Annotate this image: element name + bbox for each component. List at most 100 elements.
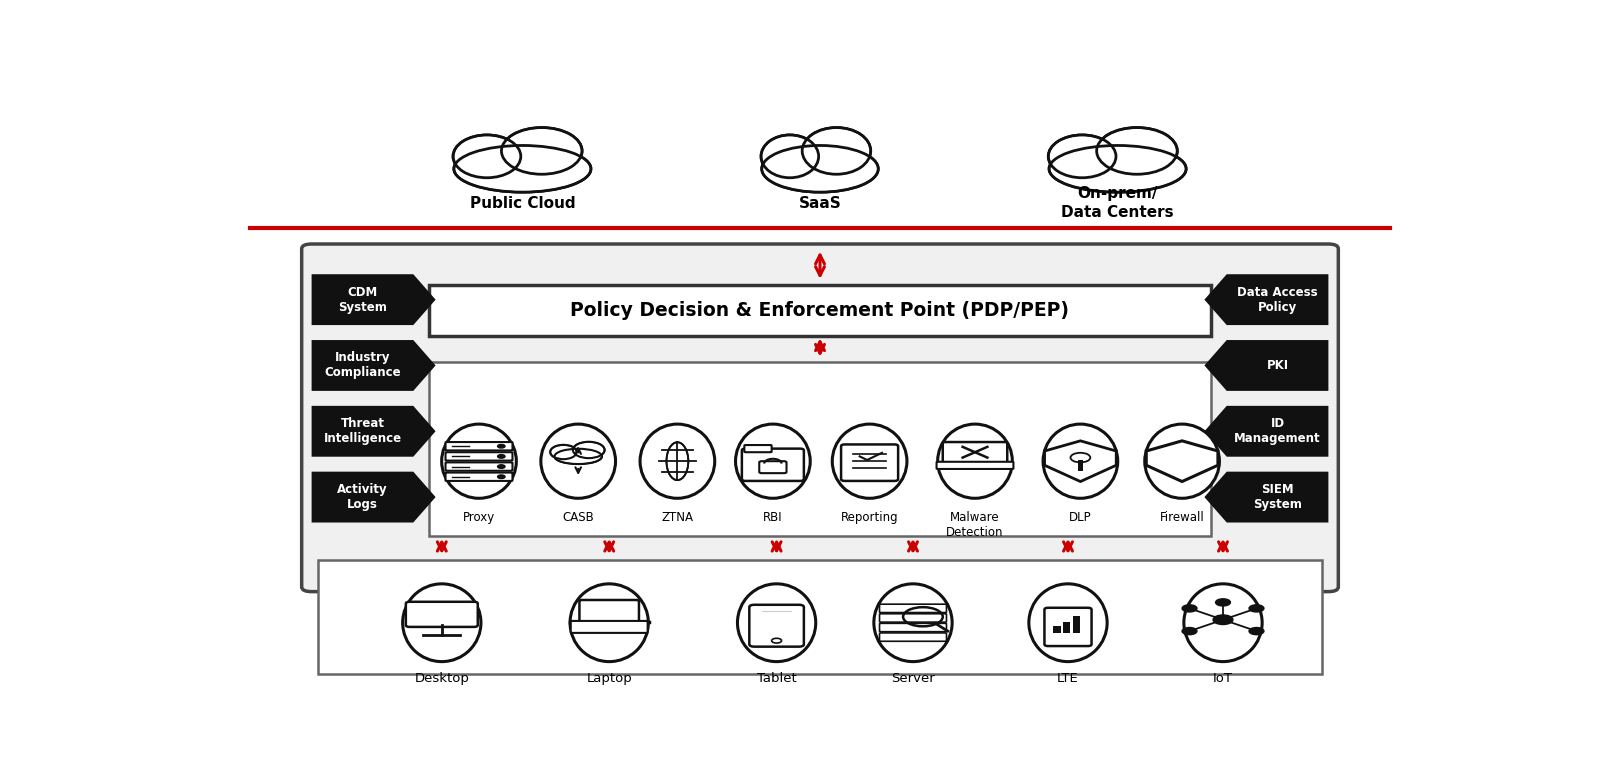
FancyBboxPatch shape	[936, 462, 1013, 469]
FancyBboxPatch shape	[760, 462, 787, 473]
Text: Policy Decision & Enforcement Point (PDP/PEP): Policy Decision & Enforcement Point (PDP…	[571, 301, 1069, 319]
Ellipse shape	[403, 584, 482, 662]
Ellipse shape	[1144, 424, 1219, 498]
Bar	[1053, 626, 1061, 633]
Text: IoT: IoT	[1213, 672, 1234, 685]
Circle shape	[498, 444, 506, 448]
Text: CASB: CASB	[562, 511, 594, 524]
Ellipse shape	[442, 424, 517, 498]
Text: Reporting: Reporting	[840, 511, 899, 524]
Polygon shape	[1205, 340, 1328, 391]
FancyBboxPatch shape	[406, 601, 478, 627]
Polygon shape	[1205, 406, 1328, 457]
Circle shape	[1250, 605, 1264, 612]
FancyBboxPatch shape	[749, 605, 803, 646]
FancyBboxPatch shape	[1045, 608, 1091, 646]
FancyBboxPatch shape	[445, 472, 512, 481]
Circle shape	[498, 465, 506, 469]
FancyBboxPatch shape	[880, 623, 947, 632]
Text: Malware
Detection: Malware Detection	[946, 511, 1003, 539]
Text: Laptop: Laptop	[586, 672, 632, 685]
Ellipse shape	[1098, 129, 1176, 173]
Ellipse shape	[1050, 145, 1186, 192]
Text: Activity
Logs: Activity Logs	[338, 483, 387, 511]
Ellipse shape	[802, 127, 870, 174]
FancyBboxPatch shape	[880, 633, 947, 641]
Polygon shape	[1205, 472, 1328, 522]
Ellipse shape	[1184, 584, 1262, 662]
PathPatch shape	[1045, 441, 1117, 482]
Text: Proxy: Proxy	[462, 511, 494, 524]
FancyBboxPatch shape	[742, 448, 803, 481]
Ellipse shape	[501, 127, 582, 174]
Ellipse shape	[803, 129, 869, 173]
FancyBboxPatch shape	[445, 442, 512, 451]
Text: Industry
Compliance: Industry Compliance	[325, 351, 400, 379]
FancyBboxPatch shape	[842, 444, 898, 481]
Bar	[1074, 615, 1080, 633]
FancyBboxPatch shape	[942, 442, 1008, 465]
Text: SaaS: SaaS	[798, 196, 842, 211]
FancyBboxPatch shape	[302, 244, 1338, 591]
Text: ZTNA: ZTNA	[661, 511, 693, 524]
Ellipse shape	[832, 424, 907, 498]
Circle shape	[1216, 599, 1230, 606]
Ellipse shape	[1051, 147, 1184, 191]
Ellipse shape	[874, 584, 952, 662]
Circle shape	[1182, 605, 1197, 612]
Ellipse shape	[573, 442, 605, 458]
FancyBboxPatch shape	[571, 621, 648, 633]
PathPatch shape	[1146, 441, 1218, 482]
Ellipse shape	[555, 449, 602, 464]
Ellipse shape	[1043, 424, 1118, 498]
Text: PKI: PKI	[1267, 359, 1288, 372]
Ellipse shape	[640, 424, 715, 498]
Circle shape	[498, 455, 506, 458]
Text: ID
Management: ID Management	[1234, 417, 1322, 445]
Ellipse shape	[762, 145, 878, 192]
FancyBboxPatch shape	[429, 284, 1211, 336]
Ellipse shape	[555, 449, 602, 464]
Text: SIEM
System: SIEM System	[1253, 483, 1302, 511]
Bar	[1078, 460, 1083, 471]
Ellipse shape	[550, 445, 576, 459]
Text: RBI: RBI	[763, 511, 782, 524]
FancyBboxPatch shape	[579, 600, 638, 622]
Ellipse shape	[456, 147, 589, 191]
Ellipse shape	[763, 136, 818, 176]
Text: DLP: DLP	[1069, 511, 1091, 524]
Polygon shape	[312, 340, 435, 391]
Ellipse shape	[1048, 135, 1115, 178]
Text: Server: Server	[891, 672, 934, 685]
Circle shape	[1213, 615, 1234, 625]
Ellipse shape	[763, 147, 877, 191]
Ellipse shape	[570, 584, 648, 662]
Ellipse shape	[1050, 136, 1114, 176]
Ellipse shape	[938, 424, 1013, 498]
FancyBboxPatch shape	[445, 462, 512, 471]
Ellipse shape	[1029, 584, 1107, 662]
FancyBboxPatch shape	[880, 614, 947, 622]
Ellipse shape	[762, 135, 819, 178]
Text: Threat
Intelligence: Threat Intelligence	[323, 417, 402, 445]
FancyBboxPatch shape	[429, 362, 1211, 536]
Ellipse shape	[453, 135, 520, 178]
Ellipse shape	[541, 424, 616, 498]
Ellipse shape	[502, 129, 581, 173]
Polygon shape	[312, 406, 435, 457]
Text: LTE: LTE	[1058, 672, 1078, 685]
Circle shape	[771, 638, 781, 643]
Ellipse shape	[454, 136, 518, 176]
Text: Tablet: Tablet	[757, 672, 797, 685]
Circle shape	[1182, 628, 1197, 635]
Text: Data Access
Policy: Data Access Policy	[1237, 286, 1318, 314]
Text: On-prem/
Data Centers: On-prem/ Data Centers	[1061, 186, 1174, 220]
Text: Public Cloud: Public Cloud	[469, 196, 576, 211]
Text: Desktop: Desktop	[414, 672, 469, 685]
Circle shape	[498, 475, 506, 479]
Ellipse shape	[454, 145, 590, 192]
Circle shape	[1250, 628, 1264, 635]
Ellipse shape	[736, 424, 810, 498]
Polygon shape	[312, 274, 435, 325]
Ellipse shape	[1096, 127, 1178, 174]
